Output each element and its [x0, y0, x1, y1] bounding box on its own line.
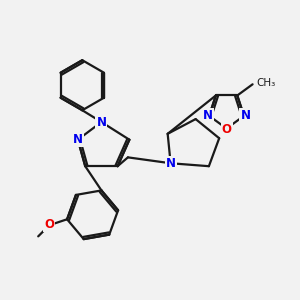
Text: O: O: [44, 218, 54, 231]
Text: CH₃: CH₃: [256, 77, 275, 88]
Text: N: N: [166, 157, 176, 170]
Text: N: N: [203, 110, 213, 122]
Text: N: N: [73, 133, 83, 146]
Text: N: N: [96, 116, 106, 128]
Text: O: O: [222, 123, 232, 136]
Text: N: N: [240, 110, 250, 122]
